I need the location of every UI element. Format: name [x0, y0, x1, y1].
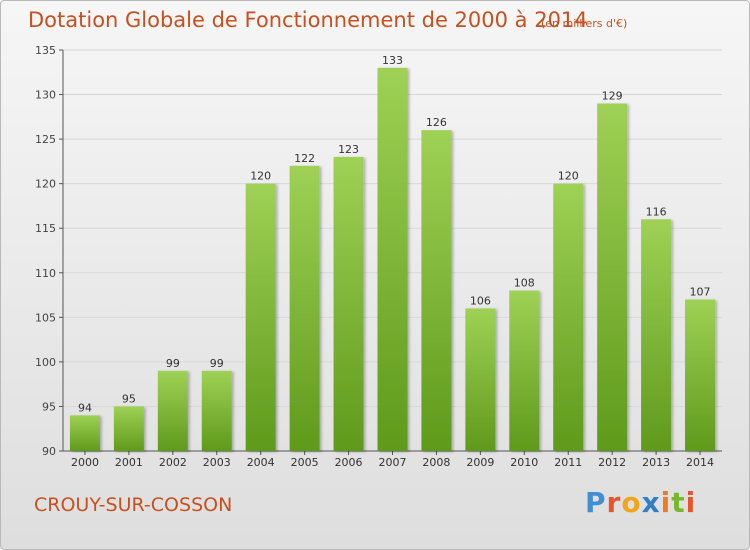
data-label: 108 — [514, 277, 535, 290]
x-tick-label: 2000 — [71, 456, 99, 469]
bar — [377, 67, 408, 452]
bar — [157, 370, 188, 451]
y-tick-label: 115 — [35, 222, 56, 235]
data-label: 133 — [382, 54, 403, 67]
proxiti-logo: Proxiti — [585, 486, 696, 519]
data-label: 95 — [122, 392, 136, 405]
bar — [245, 183, 276, 451]
x-tick-label: 2013 — [642, 456, 670, 469]
data-label: 106 — [470, 294, 491, 307]
data-label: 120 — [558, 170, 579, 183]
x-tick-label: 2004 — [247, 456, 275, 469]
bar — [465, 308, 496, 451]
bar — [113, 406, 144, 451]
logo-letter: t — [671, 486, 686, 519]
x-tick-label: 2011 — [554, 456, 582, 469]
y-tick-label: 110 — [35, 267, 56, 280]
x-tick-label: 2001 — [115, 456, 143, 469]
y-tick-label: 120 — [35, 178, 56, 191]
chart-unit-note: (en milliers d'€) — [541, 17, 628, 30]
bar — [69, 415, 100, 451]
data-label: 94 — [78, 401, 92, 414]
bars — [69, 67, 716, 452]
bar — [641, 219, 672, 451]
y-tick-label: 100 — [35, 356, 56, 369]
data-label: 107 — [690, 286, 711, 299]
x-tick-label: 2003 — [203, 456, 231, 469]
data-label: 99 — [166, 357, 180, 370]
data-label: 129 — [602, 89, 623, 102]
data-label: 116 — [646, 205, 667, 218]
y-tick-label: 135 — [35, 44, 56, 57]
data-label: 126 — [426, 116, 447, 129]
y-tick-label: 90 — [42, 445, 56, 458]
x-tick-label: 2012 — [598, 456, 626, 469]
data-label: 123 — [338, 143, 359, 156]
data-label: 122 — [294, 152, 315, 165]
bar — [289, 165, 320, 451]
bar — [553, 183, 584, 451]
bar — [333, 156, 364, 451]
data-label: 120 — [250, 170, 271, 183]
logo-letter: x — [641, 486, 661, 519]
logo-letter: o — [621, 486, 642, 519]
y-tick-label: 95 — [42, 400, 56, 413]
data-labels: 94 95 99 99 120 122 123 133 126 106 108 120 129 116 10… — [78, 54, 711, 415]
x-tick-label: 2014 — [686, 456, 714, 469]
x-tick-label: 2007 — [379, 456, 407, 469]
x-tick-label: 2006 — [335, 456, 363, 469]
x-tick-label: 2005 — [291, 456, 319, 469]
logo-letter: P — [585, 486, 607, 519]
bar — [421, 130, 452, 451]
commune-name: CROUY-SUR-COSSON — [34, 494, 233, 516]
data-label: 99 — [210, 357, 224, 370]
logo-letter: r — [606, 486, 622, 519]
logo-letter: i — [660, 486, 672, 519]
y-tick-label: 130 — [35, 89, 56, 102]
logo-letter: i — [685, 486, 697, 519]
bar — [685, 299, 716, 451]
bar — [509, 290, 540, 451]
bar — [201, 370, 232, 451]
bar — [597, 103, 628, 451]
x-tick-label: 2002 — [159, 456, 187, 469]
x-tick-label: 2008 — [422, 456, 450, 469]
x-tick-label: 2009 — [466, 456, 494, 469]
x-tick-label: 2010 — [510, 456, 538, 469]
y-tick-label: 105 — [35, 311, 56, 324]
chart-title: Dotation Globale de Fonctionnement de 20… — [28, 8, 588, 32]
y-tick-label: 125 — [35, 133, 56, 146]
